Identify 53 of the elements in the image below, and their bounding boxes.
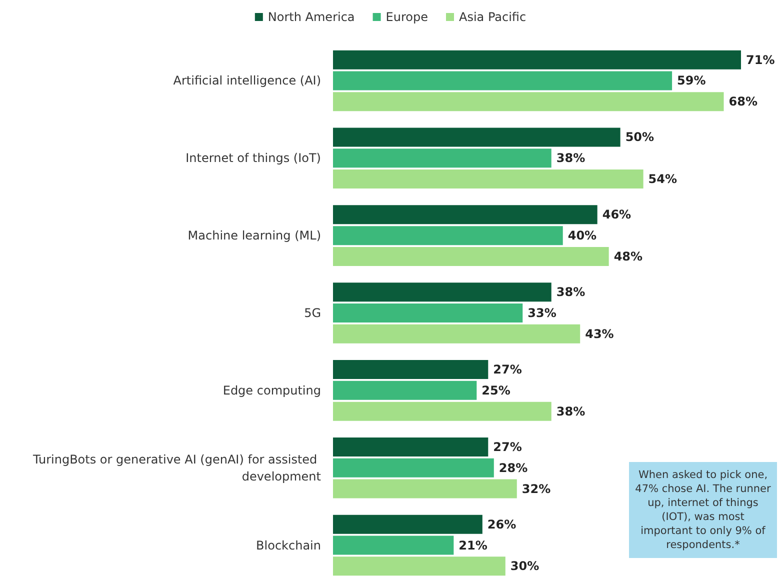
bar xyxy=(333,246,609,266)
data-label: 30% xyxy=(510,559,540,574)
data-label: 68% xyxy=(728,94,758,109)
bar xyxy=(333,50,741,70)
data-label: 38% xyxy=(556,404,586,418)
y-tick-label: Internet of things (IoT) xyxy=(186,151,321,166)
data-label: 46% xyxy=(602,208,632,222)
y-tick-label: Edge computing xyxy=(222,383,321,398)
bar xyxy=(333,437,488,456)
data-label: 43% xyxy=(585,326,614,341)
y-tick-label: Artificial intelligence (AI) xyxy=(173,74,321,88)
y-tick-label: Blockchain xyxy=(256,538,321,552)
y-tick-label: Machine learning (ML) xyxy=(188,228,321,243)
data-label: 28% xyxy=(498,460,528,475)
bar xyxy=(333,92,724,112)
data-label: 59% xyxy=(677,74,706,88)
bar xyxy=(333,226,563,246)
legend-label: North America xyxy=(268,10,355,24)
data-label: 21% xyxy=(458,538,488,552)
bar xyxy=(333,380,477,400)
data-label: 27% xyxy=(493,362,522,377)
bar xyxy=(333,514,482,534)
data-label: 50% xyxy=(625,130,654,144)
data-label: 32% xyxy=(522,482,551,496)
data-label: 71% xyxy=(746,52,775,67)
bar xyxy=(333,170,644,189)
bar xyxy=(333,458,494,478)
bar xyxy=(333,205,598,224)
note-box: When asked to pick one, 47% chose AI. The runner up, internet of things (IOT), was most important to only 9% of respondents.* xyxy=(629,462,777,558)
data-label: 33% xyxy=(528,306,556,320)
bar xyxy=(333,304,523,322)
data-label: 25% xyxy=(482,383,510,398)
bar xyxy=(333,556,506,576)
data-label: 26% xyxy=(487,517,516,532)
bar xyxy=(333,148,552,168)
data-label: 48% xyxy=(614,249,643,264)
bar xyxy=(333,360,488,380)
y-tick-label: TuringBots or generative AI (genAI) for assisted development xyxy=(32,452,322,484)
legend-label: Asia Pacific xyxy=(458,10,526,24)
data-label: 27% xyxy=(493,440,522,454)
data-label: 38% xyxy=(556,285,586,300)
bar xyxy=(333,402,552,421)
data-label: 54% xyxy=(648,172,678,186)
data-label: 38% xyxy=(556,151,586,166)
legend-label: Europe xyxy=(386,10,428,24)
y-tick-label: 5G xyxy=(304,306,321,320)
bar xyxy=(333,71,672,90)
bar xyxy=(333,324,580,344)
bar xyxy=(333,536,454,555)
bar xyxy=(333,282,552,302)
data-label: 40% xyxy=(568,228,597,243)
bar xyxy=(333,128,620,147)
bar xyxy=(333,479,517,498)
